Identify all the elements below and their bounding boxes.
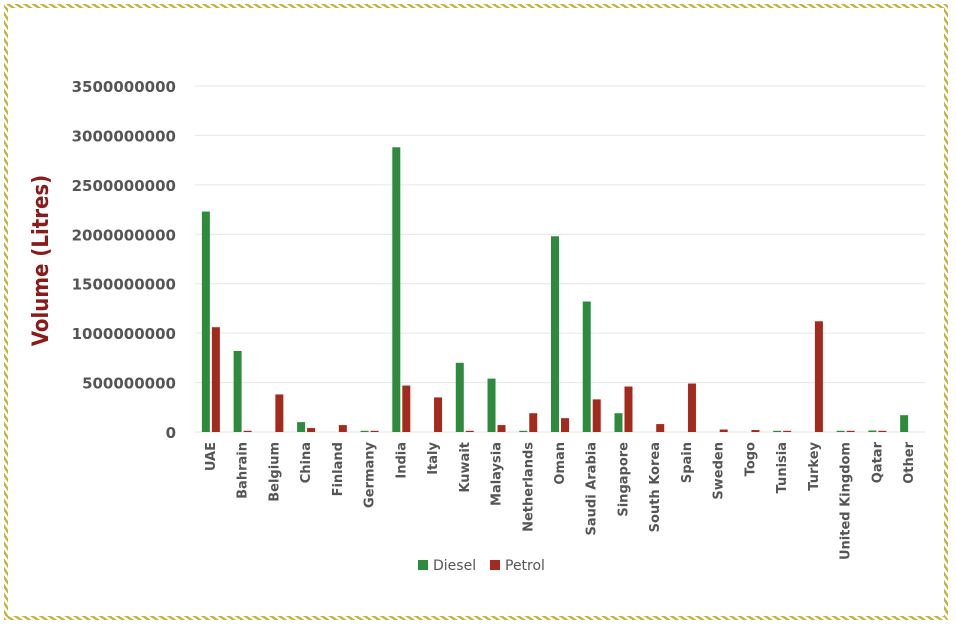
y-tick-label: 500000000 <box>82 375 176 393</box>
legend-label: Diesel <box>433 558 476 574</box>
bar-petrol <box>338 425 347 432</box>
bar-petrol <box>783 430 792 432</box>
bar-diesel <box>773 430 782 432</box>
gridlines <box>195 85 925 433</box>
x-tick-label: Netherlands <box>521 442 536 532</box>
bar-petrol <box>814 321 823 432</box>
bar-petrol <box>529 413 538 432</box>
x-tick-label: Sweden <box>712 442 727 500</box>
x-tick-label: Malaysia <box>490 442 505 506</box>
legend-swatch <box>490 560 500 570</box>
x-tick-label: Singapore <box>616 442 631 517</box>
x-tick-label: UAE <box>204 442 219 471</box>
y-tick-labels: 0 500000000 1000000000 1500000000 2000000000… <box>72 78 176 442</box>
x-tick-label: China <box>299 442 314 483</box>
bar-petrol <box>402 385 411 432</box>
bar-petrol <box>592 399 601 432</box>
bar-petrol <box>687 383 696 432</box>
legend-swatch <box>418 560 428 570</box>
bar-diesel <box>836 430 845 432</box>
x-tick-label: Qatar <box>870 441 885 483</box>
bar-petrol <box>370 430 379 432</box>
bar-diesel <box>519 430 528 432</box>
bar-petrol <box>624 386 633 432</box>
x-tick-label: Bahrain <box>236 442 251 499</box>
bar-petrol <box>751 430 760 432</box>
x-tick-label: Kuwait <box>458 442 473 493</box>
x-tick-label: Other <box>902 441 917 483</box>
bar-petrol <box>434 397 443 432</box>
bar-diesel <box>900 415 909 432</box>
bar-diesel <box>614 413 623 432</box>
x-tick-label: Turkey <box>807 441 822 490</box>
bar-diesel <box>487 378 496 432</box>
bar-diesel <box>551 236 559 432</box>
bar-diesel <box>297 422 306 432</box>
chart-frame <box>4 4 948 620</box>
y-tick-label: 3000000000 <box>72 127 176 145</box>
bars <box>201 147 909 432</box>
y-tick-label: 1000000000 <box>72 325 176 343</box>
x-tick-label: United Kingdom <box>839 442 854 560</box>
bar-petrol <box>846 430 855 432</box>
x-tick-label: Saudi Arabia <box>585 442 600 535</box>
bar-petrol <box>561 418 569 432</box>
x-tick-labels: UAE Bahrain Belgium China Finland Germany Indi… <box>204 441 917 560</box>
bar-diesel <box>582 301 591 432</box>
x-tick-label: Spain <box>680 442 695 483</box>
y-tick-label: 1500000000 <box>72 276 176 294</box>
bar-diesel <box>455 362 464 432</box>
bar-petrol <box>497 425 506 432</box>
x-tick-label: Oman <box>553 442 568 485</box>
bar-diesel <box>392 147 401 432</box>
x-tick-label: Belgium <box>267 442 282 502</box>
bar-petrol <box>307 428 316 432</box>
y-tick-label: 0 <box>166 424 176 442</box>
bar-petrol <box>878 430 887 432</box>
x-tick-label: Togo <box>743 442 758 476</box>
y-tick-label: 3500000000 <box>72 78 176 96</box>
bar-petrol <box>243 430 252 432</box>
bar-petrol <box>211 327 220 432</box>
bar-petrol <box>719 429 728 432</box>
y-tick-label: 2000000000 <box>72 226 176 244</box>
x-tick-label: South Korea <box>648 442 663 532</box>
x-tick-label: Finland <box>331 442 346 496</box>
legend-item-diesel: Diesel <box>418 558 476 574</box>
bar-diesel <box>201 211 210 432</box>
legend-item-petrol: Petrol <box>490 558 545 574</box>
legend-label: Petrol <box>505 558 545 574</box>
legend: Diesel Petrol <box>418 558 545 574</box>
x-tick-label: Italy <box>426 441 441 474</box>
x-tick-label: India <box>394 442 409 479</box>
x-tick-label: Germany <box>363 441 378 507</box>
x-tick-label: Tunisia <box>775 442 790 493</box>
y-tick-label: 2500000000 <box>72 177 176 195</box>
bar-petrol <box>465 430 474 432</box>
bar-diesel <box>868 430 877 432</box>
bar-diesel <box>360 430 369 432</box>
bar-petrol <box>275 394 284 432</box>
bar-petrol <box>656 424 665 432</box>
bar-diesel <box>233 350 242 432</box>
